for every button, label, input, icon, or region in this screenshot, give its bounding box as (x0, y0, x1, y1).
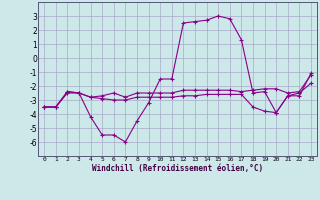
X-axis label: Windchill (Refroidissement éolien,°C): Windchill (Refroidissement éolien,°C) (92, 164, 263, 173)
